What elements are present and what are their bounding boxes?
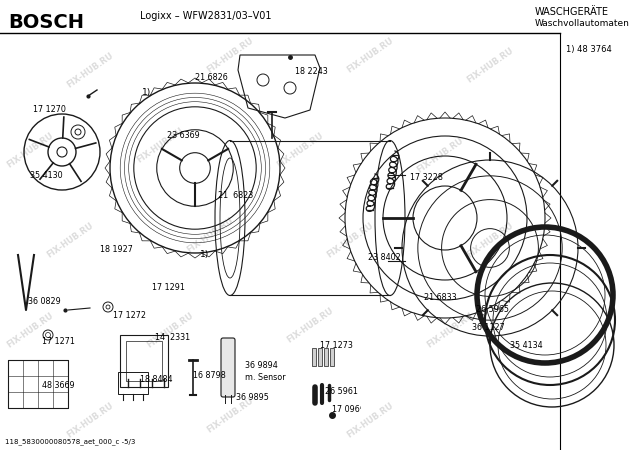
Text: 17 1270: 17 1270 <box>33 105 66 114</box>
Text: 17 1271: 17 1271 <box>42 338 75 346</box>
Text: WASCHGERÄTE: WASCHGERÄTE <box>535 7 609 17</box>
Text: FIX-HUB.RU: FIX-HUB.RU <box>65 51 115 90</box>
Text: Waschvollautomaten: Waschvollautomaten <box>535 19 630 28</box>
Text: 26 5965: 26 5965 <box>476 306 509 315</box>
Text: 18 1927: 18 1927 <box>100 246 133 255</box>
Text: m. Sensor: m. Sensor <box>245 373 286 382</box>
Text: 35 4130: 35 4130 <box>30 171 62 180</box>
Text: 48 3669: 48 3669 <box>42 381 74 390</box>
Text: FIX-HUB.RU: FIX-HUB.RU <box>325 220 375 259</box>
Text: 17 1272: 17 1272 <box>113 310 146 320</box>
Text: 36 0829: 36 0829 <box>28 297 61 306</box>
Bar <box>318 348 322 366</box>
Text: 17 1273: 17 1273 <box>320 341 353 350</box>
Text: 118_5830000080578_aet_000_c -5/3: 118_5830000080578_aet_000_c -5/3 <box>5 438 135 445</box>
Text: 36 9894: 36 9894 <box>245 360 278 369</box>
Bar <box>118 372 148 394</box>
Bar <box>324 348 328 366</box>
Bar <box>120 335 168 387</box>
Text: 1): 1) <box>200 251 209 260</box>
Text: 35 4134: 35 4134 <box>510 341 543 350</box>
Text: FIX-HUB.RU: FIX-HUB.RU <box>425 310 475 349</box>
Text: 23 8402: 23 8402 <box>368 253 401 262</box>
Text: 17 3228: 17 3228 <box>410 174 443 183</box>
Text: 23 6369: 23 6369 <box>167 130 200 140</box>
Text: 21 6833: 21 6833 <box>424 293 457 302</box>
Text: FIX-HUB.RU: FIX-HUB.RU <box>345 36 395 74</box>
Text: 16 8798: 16 8798 <box>193 370 226 379</box>
Text: FIX-HUB.RU: FIX-HUB.RU <box>5 130 55 169</box>
Text: FIX-HUB.RU: FIX-HUB.RU <box>45 220 95 259</box>
Text: FIX-HUB.RU: FIX-HUB.RU <box>135 126 185 164</box>
Text: FIX-HUB.RU: FIX-HUB.RU <box>285 306 335 344</box>
Text: 18 2243: 18 2243 <box>295 68 328 76</box>
Text: FIX-HUB.RU: FIX-HUB.RU <box>465 220 515 259</box>
Text: FIX-HUB.RU: FIX-HUB.RU <box>65 400 115 439</box>
Text: 17 096ⁱ: 17 096ⁱ <box>332 405 361 414</box>
Text: 21 6826: 21 6826 <box>195 73 228 82</box>
Text: 1) 48 3764: 1) 48 3764 <box>566 45 612 54</box>
Text: 18 8484: 18 8484 <box>140 375 172 384</box>
Text: 14  2331: 14 2331 <box>155 333 190 342</box>
Text: 21  6823: 21 6823 <box>218 190 253 199</box>
Text: FIX-HUB.RU: FIX-HUB.RU <box>205 396 255 434</box>
Text: FIX-HUB.RU: FIX-HUB.RU <box>465 45 515 84</box>
Text: FIX-HUB.RU: FIX-HUB.RU <box>205 36 255 74</box>
Text: FIX-HUB.RU: FIX-HUB.RU <box>345 400 395 439</box>
Text: FIX-HUB.RU: FIX-HUB.RU <box>185 216 235 254</box>
Text: 1): 1) <box>142 87 151 96</box>
Bar <box>312 348 316 366</box>
Text: 26 5961: 26 5961 <box>325 387 358 396</box>
FancyBboxPatch shape <box>221 338 235 397</box>
Text: Logixx – WFW2831/03–V01: Logixx – WFW2831/03–V01 <box>140 11 272 21</box>
Text: FIX-HUB.RU: FIX-HUB.RU <box>5 310 55 349</box>
Text: 36 9895: 36 9895 <box>236 392 269 401</box>
Text: FIX-HUB.RU: FIX-HUB.RU <box>145 310 195 349</box>
Text: 36 1127: 36 1127 <box>472 324 505 333</box>
Bar <box>8 360 68 408</box>
Bar <box>330 348 334 366</box>
Text: FIX-HUB.RU: FIX-HUB.RU <box>275 130 325 169</box>
Text: FIX-HUB.RU: FIX-HUB.RU <box>415 135 465 174</box>
Text: BOSCH: BOSCH <box>8 13 84 32</box>
Bar <box>126 341 162 381</box>
Text: 17 1291: 17 1291 <box>152 284 185 292</box>
